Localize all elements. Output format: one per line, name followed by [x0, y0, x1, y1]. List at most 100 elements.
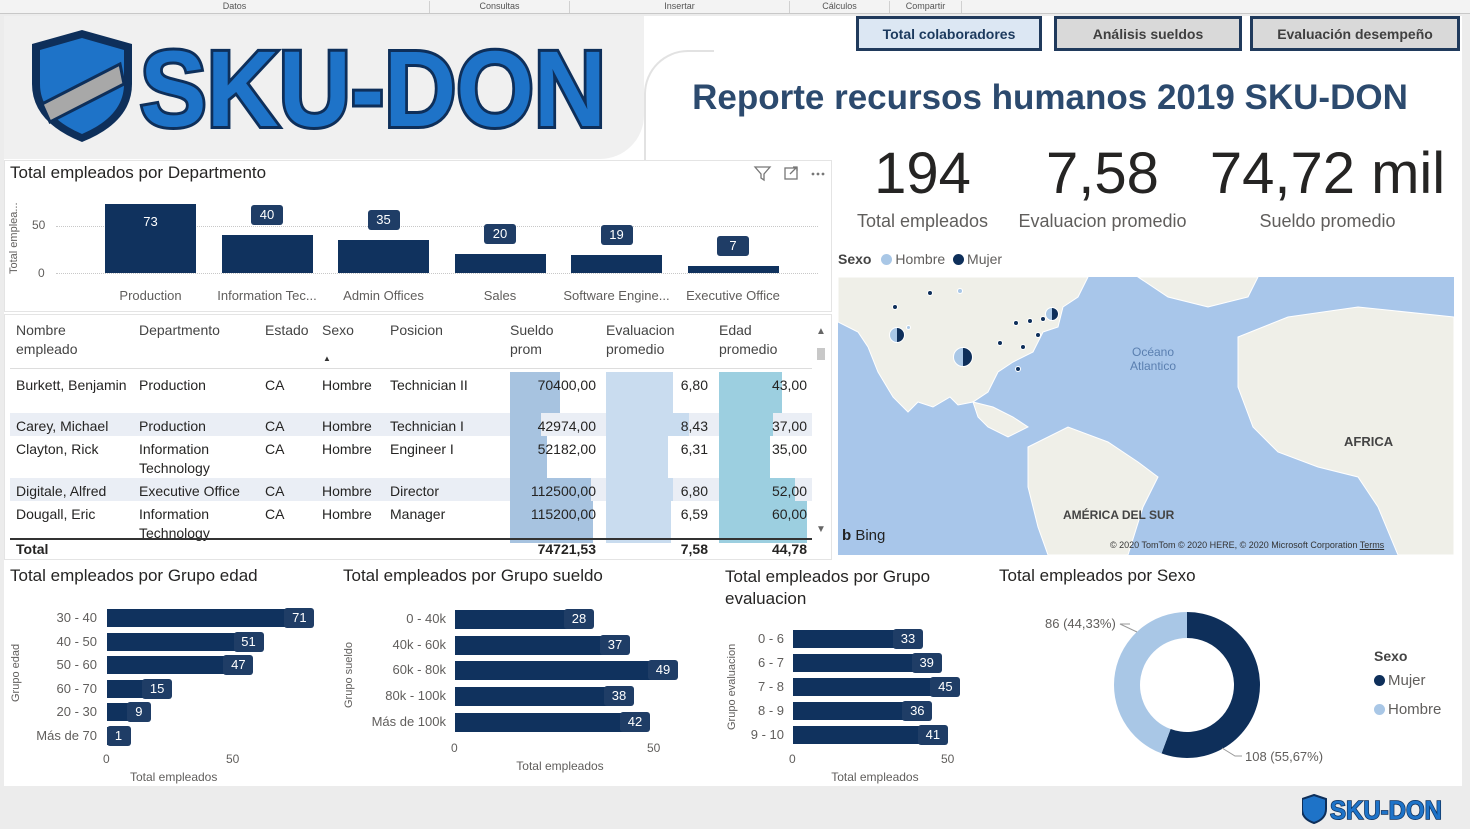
table-cell: Hombre: [322, 441, 372, 457]
table-cell: Technician II: [390, 377, 468, 393]
hbar[interactable]: [107, 609, 288, 627]
hbar-category-label: 60k - 80k: [392, 662, 446, 678]
eval-chart-title: Total empleados por Grupo evaluacion: [725, 567, 931, 608]
scroll-thumb[interactable]: [817, 348, 825, 360]
donut-label-hombre: 86 (44,33%): [1045, 616, 1116, 631]
map-legend-mujer[interactable]: Mujer: [953, 251, 1002, 267]
scroll-up-icon[interactable]: ▲: [816, 326, 826, 337]
hbar[interactable]: [793, 630, 896, 648]
ribbon-group-calculos: Cálculos: [790, 1, 890, 13]
hbar-ylabel: Grupo edad: [10, 643, 22, 702]
scroll-down-icon[interactable]: ▼: [816, 524, 826, 535]
map-point-marker[interactable]: [1013, 320, 1019, 326]
table-header-cell[interactable]: Edad promedio: [719, 322, 778, 357]
map-point-marker[interactable]: [1035, 332, 1041, 338]
map-point-marker[interactable]: [889, 327, 905, 343]
table-cell: Digitale, Alfred: [16, 483, 107, 499]
hbar[interactable]: [107, 656, 227, 674]
age-chart-title: Total empleados por Grupo edad: [10, 566, 258, 585]
hbar[interactable]: [793, 726, 921, 744]
dept-category-label: Executive Office: [686, 288, 780, 303]
hbar[interactable]: [793, 702, 906, 720]
hbar[interactable]: [107, 632, 237, 651]
edad-databar: [719, 478, 796, 501]
more-options-icon[interactable]: [811, 172, 825, 176]
hbar-value: 28: [564, 609, 594, 629]
hbar[interactable]: [107, 703, 130, 721]
ribbon-bar: Datos Consultas Insertar Cálculos Compar…: [0, 0, 1470, 14]
map-legend-hombre[interactable]: Hombre: [881, 251, 945, 267]
salary-chart-title: Total empleados por Grupo sueldo: [343, 566, 603, 585]
hbar-category-label: Más de 70: [36, 727, 97, 743]
edad-databar: [719, 413, 774, 436]
hbar-category-label: 50 - 60: [56, 657, 97, 672]
employee-table[interactable]: [4, 314, 832, 560]
table-cell: CA: [265, 418, 285, 434]
dept-bar[interactable]: [571, 255, 662, 273]
eval-databar: [606, 501, 671, 543]
dept-bar[interactable]: [338, 239, 429, 273]
focus-mode-icon[interactable]: [784, 166, 798, 180]
hbar-category-label: 7 - 8: [757, 679, 784, 694]
table-row[interactable]: [10, 436, 812, 478]
table-header-cell[interactable]: Sueldo prom: [510, 322, 554, 357]
kpi-sueldo-value: 74,72 mil: [1209, 141, 1446, 206]
hbar[interactable]: [793, 654, 915, 672]
map-point-marker[interactable]: [997, 340, 1003, 346]
table-header-cell[interactable]: Sexo: [322, 322, 354, 338]
map-point-marker[interactable]: [1015, 366, 1021, 372]
hbar-category-label: 0 - 6: [757, 631, 784, 646]
table-cell-sueldo: 115200,00: [530, 506, 596, 522]
tab-total-colaboradores[interactable]: Total colaboradores: [856, 16, 1042, 51]
table-cell: CA: [265, 377, 285, 393]
tab-analisis-sueldos[interactable]: Análisis sueldos: [1054, 16, 1242, 51]
table-header-cell[interactable]: Estado: [265, 322, 309, 338]
edad-databar: [719, 372, 783, 414]
map-terms-link[interactable]: Terms: [1359, 540, 1385, 550]
gender-legend-mujer[interactable]: Mujer: [1374, 672, 1426, 689]
hbar[interactable]: [455, 661, 651, 681]
hbar-category-label: 8 - 9: [757, 703, 784, 718]
hbar[interactable]: [107, 679, 146, 698]
hbar[interactable]: [455, 610, 567, 629]
table-row[interactable]: [10, 501, 812, 543]
map-point-marker[interactable]: [1027, 318, 1033, 324]
table-header-cell[interactable]: Departmento: [139, 322, 220, 338]
map-visual[interactable]: Océano Atlantico AFRICA AMÉRICA DEL SUR …: [838, 277, 1454, 555]
kpi-total-empleados-label: Total empleados: [856, 211, 989, 231]
dept-bar[interactable]: [454, 254, 546, 273]
hbar-value: 36: [902, 701, 933, 721]
map-point-marker[interactable]: [892, 304, 898, 310]
tab-evaluacion-desempeno[interactable]: Evaluación desempeño: [1250, 16, 1460, 51]
map-point-marker[interactable]: [1020, 344, 1026, 350]
filter-icon[interactable]: [753, 166, 772, 182]
hbar-category-label: Más de 100k: [371, 713, 446, 729]
gender-legend-hombre[interactable]: Hombre: [1374, 701, 1441, 718]
footer-band: [0, 786, 1470, 828]
hbar[interactable]: [455, 712, 623, 732]
table-cell: CA: [265, 506, 285, 522]
table-row[interactable]: [10, 372, 812, 414]
hbar-xtick-50: 50: [941, 752, 955, 766]
map-point-marker[interactable]: [1040, 316, 1046, 322]
dept-bar[interactable]: [687, 266, 779, 273]
map-point-marker[interactable]: [1045, 307, 1059, 321]
hbar[interactable]: [455, 687, 607, 707]
hbar[interactable]: [455, 635, 603, 655]
dept-bar[interactable]: [221, 235, 313, 273]
kpi-sueldo-label: Sueldo promedio: [1259, 211, 1396, 231]
map-point-marker[interactable]: [927, 290, 933, 296]
table-total-divider: [10, 538, 812, 540]
map-point-marker[interactable]: [957, 288, 963, 294]
dept-bar[interactable]: [105, 204, 196, 273]
table-cell-eval: 6,59: [680, 506, 708, 522]
hbar[interactable]: [793, 678, 934, 696]
map-point-marker[interactable]: [905, 324, 911, 330]
table-header-cell[interactable]: Nombre empleado: [16, 322, 78, 357]
dept-chart-visual[interactable]: [4, 160, 832, 312]
table-cell-sueldo: 52182,00: [537, 441, 596, 457]
table-scrollbar[interactable]: ▲ ▼: [815, 326, 827, 536]
map-point-marker[interactable]: [953, 347, 973, 367]
table-header-cell[interactable]: Evaluacion promedio: [606, 322, 675, 357]
table-header-cell[interactable]: Posicion: [390, 322, 443, 338]
